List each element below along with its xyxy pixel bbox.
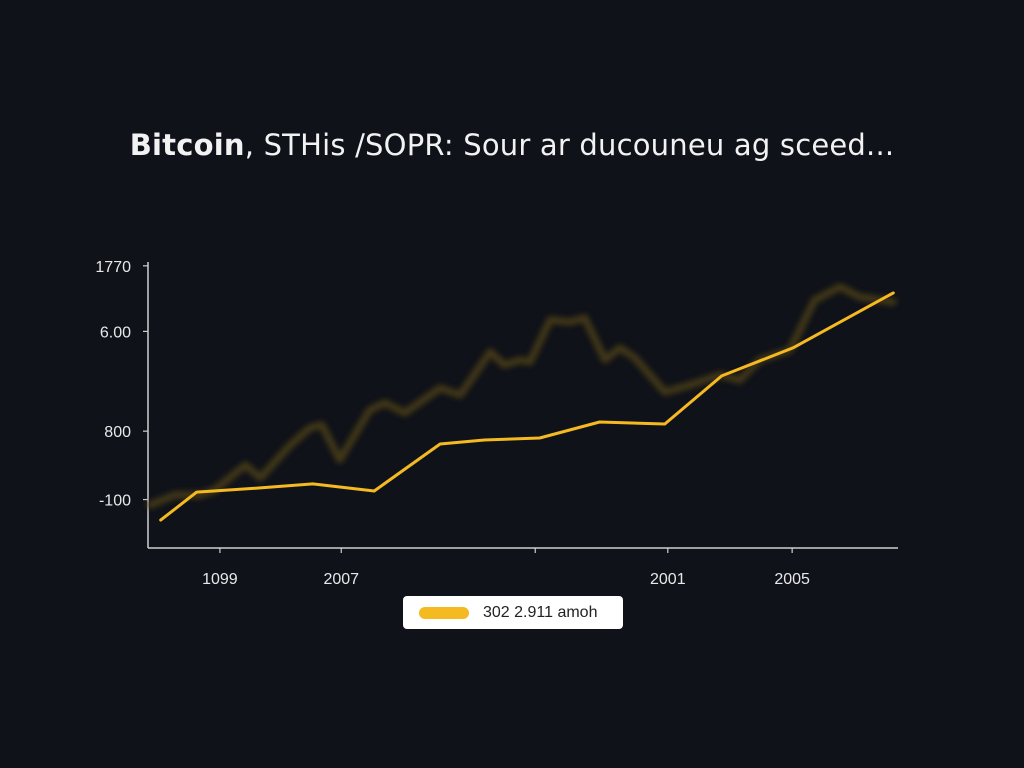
background-trace-line [146,283,897,509]
legend-label: 302 2.911 amoh [483,603,598,621]
main-series-line [159,291,895,522]
chart-title: Bitcoin, STHis /SOPR: Sour ar ducouneu a… [0,128,1024,162]
y-tick-label: -100 [99,493,131,510]
chart-title-rest: , STHis /SOPR: Sour ar ducouneu ag sceed… [244,128,895,162]
x-tick-label: 2001 [650,571,686,588]
y-tick-label: 6.00 [100,324,131,341]
legend-swatch [419,606,469,619]
x-tick-label: 2007 [323,571,359,588]
y-tick-label: 800 [104,424,131,441]
y-tick-label: 1770 [95,259,131,276]
chart-title-bold: Bitcoin [129,128,245,162]
x-tick-label: 2005 [774,571,810,588]
x-tick-label: 1099 [202,571,238,588]
legend: 302 2.911 amoh [403,596,623,629]
